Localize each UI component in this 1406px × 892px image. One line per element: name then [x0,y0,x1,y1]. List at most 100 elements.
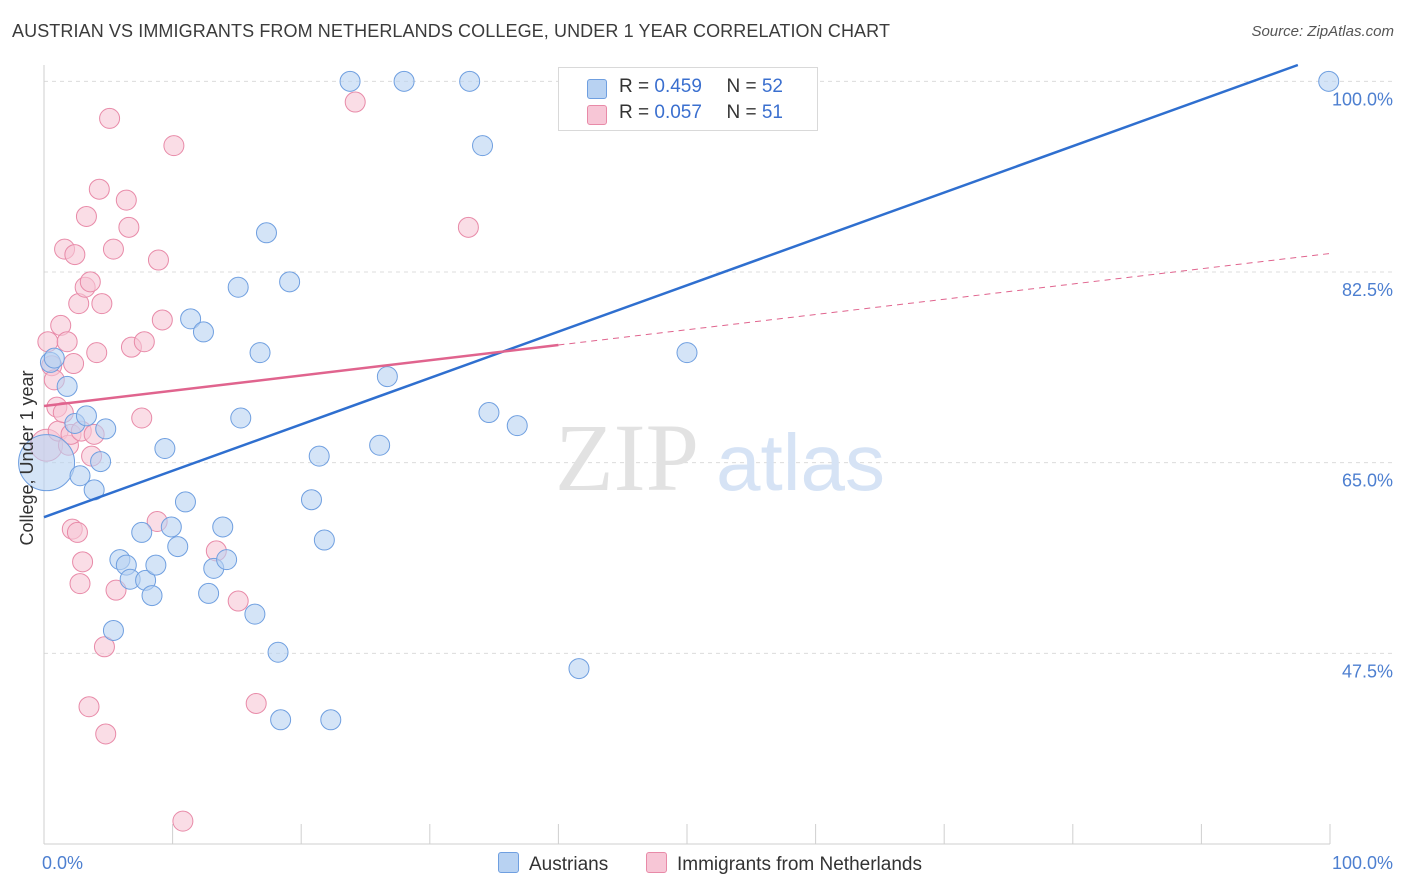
point-austrians [376,366,398,388]
point-netherlands [79,271,101,293]
legend-r-label: R = [619,76,655,97]
point-austrians [472,135,494,157]
point-austrians [308,445,330,467]
point-netherlands [75,205,97,227]
point-austrians [249,342,271,364]
point-netherlands [457,216,479,238]
point-austrians [75,405,97,427]
bottom-legend-austrians: Austrians [498,852,608,876]
watermark-zip: ZIP [555,404,699,511]
point-austrians [393,70,415,92]
legend-swatch-netherlands [587,105,607,125]
chart-title: AUSTRIAN VS IMMIGRANTS FROM NETHERLANDS … [12,21,891,41]
point-austrians [95,418,117,440]
point-netherlands [133,331,155,353]
point-austrians [227,276,249,298]
point-austrians [320,709,342,731]
point-austrians [267,641,289,663]
point-austrians [313,529,335,551]
point-austrians [56,375,78,397]
series-austrians-points [18,70,1340,731]
point-netherlands [69,573,91,595]
point-austrians [131,521,153,543]
point-austrians [154,438,176,460]
point-netherlands [245,692,267,714]
legend-r-value: 0.057 [654,102,702,123]
bottom-legend-swatch-netherlands [646,852,667,873]
bottom-legend-label-austrians: Austrians [529,854,609,875]
point-austrians [270,709,292,731]
point-austrians [180,308,202,330]
point-austrians [279,271,301,293]
point-netherlands [102,238,124,260]
point-austrians [167,536,189,558]
point-austrians [18,434,76,492]
point-netherlands [344,91,366,113]
point-austrians [255,222,277,244]
trend-line-austrians [43,63,1299,519]
bottom-legend-swatch-austrians [498,852,519,873]
point-netherlands [63,353,85,375]
point-netherlands [99,107,121,129]
point-netherlands [172,810,194,832]
legend-row-austrians: R = 0.459 N = 52 [619,76,783,98]
y-tick-label: 65.0% [1342,471,1393,491]
correlation-legend: R = 0.459 N = 52 R = 0.057 N = 51 [558,67,818,131]
point-austrians [141,585,163,607]
y-axis-label: College, Under 1 year [17,370,37,545]
point-netherlands [88,178,110,200]
point-netherlands [131,407,153,429]
point-austrians [43,347,65,369]
watermark-atlas: atlas [716,418,885,507]
point-austrians [102,619,124,641]
point-netherlands [147,249,169,271]
grid-lines [44,80,1394,654]
point-austrians [568,658,590,680]
bottom-legend-netherlands: Immigrants from Netherlands [646,852,922,876]
legend-n-label: N = [726,102,762,123]
point-austrians [1318,70,1340,92]
point-netherlands [56,331,78,353]
point-austrians [244,603,266,625]
point-netherlands [118,216,140,238]
legend-row-netherlands: R = 0.057 N = 51 [619,102,783,124]
point-netherlands [163,135,185,157]
trend-line-netherlands [43,343,559,408]
source-label: Source: ZipAtlas.com [1251,23,1394,40]
trend-lines [43,63,1331,519]
point-austrians [212,516,234,538]
tick-labels: 47.5% 65.0% 82.5% 100.0% 0.0% 100.0% [42,89,1393,873]
trend-line-netherlands-extension [558,252,1331,346]
point-netherlands [86,342,108,364]
x-tick-label: 100.0% [1332,853,1393,873]
point-austrians [459,70,481,92]
point-austrians [676,342,698,364]
point-austrians [145,554,167,576]
point-netherlands [115,189,137,211]
point-austrians [198,582,220,604]
point-netherlands [227,590,249,612]
point-austrians [339,70,361,92]
point-netherlands [66,521,88,543]
y-tick-label: 100.0% [1332,89,1393,109]
point-austrians [216,549,238,571]
point-austrians [160,516,182,538]
x-tick-label: 0.0% [42,853,83,873]
point-netherlands [95,723,117,745]
bottom-legend-label-netherlands: Immigrants from Netherlands [677,854,922,875]
point-netherlands [78,696,100,718]
legend-n-value: 51 [761,102,783,123]
point-netherlands [93,636,115,658]
legend-r-label: R = [619,102,655,123]
legend-n-value: 52 [761,76,783,97]
point-austrians [174,491,196,513]
point-netherlands [72,551,94,573]
point-austrians [69,465,91,487]
point-netherlands [64,244,86,266]
point-austrians [230,407,252,429]
legend-swatch-austrians [587,79,607,99]
y-tick-label: 82.5% [1342,280,1393,300]
point-austrians [192,321,214,343]
point-austrians [300,489,322,511]
